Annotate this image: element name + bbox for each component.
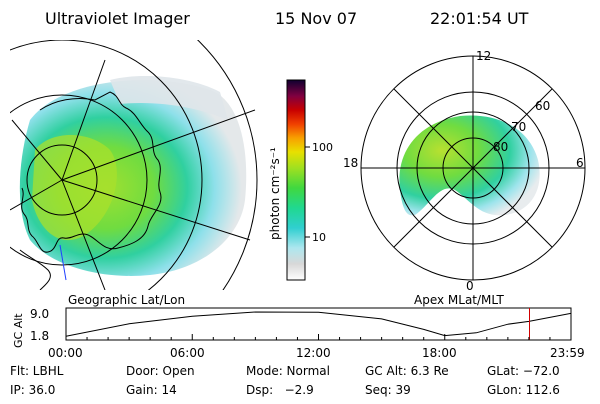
info-filter: Flt: LBHL: [10, 364, 64, 378]
altitude-plot: GC Alt 9.0 1.8 00:00 06:00 12:00 18:00 2…: [12, 307, 585, 360]
mlt-label-12: 12: [476, 49, 491, 63]
xtick-label-2359: 23:59: [550, 346, 585, 360]
info-ip: IP: 36.0: [10, 383, 55, 397]
info-mode: Mode: Normal: [246, 364, 330, 378]
info-gain: Gain: 14: [126, 383, 177, 397]
altitude-ylabel: GC Alt: [12, 313, 25, 348]
antarctica-coastline: [21, 91, 162, 253]
mlat-label-80: 80: [493, 140, 508, 154]
colorbar: 100 10 photon cm⁻²s⁻¹: [268, 79, 333, 281]
altitude-ytick-max: 9.0: [30, 307, 49, 321]
xtick-label-12: 12:00: [296, 346, 331, 360]
mlat-label-60: 60: [535, 99, 550, 113]
date-label: 15 Nov 07: [275, 9, 357, 28]
time-label: 22:01:54 UT: [430, 9, 529, 28]
mlt-label-6: 6: [576, 156, 584, 170]
geographic-map: [10, 40, 258, 290]
info-gc-alt: GC Alt: 6.3 Re: [365, 364, 449, 378]
mlt-label-0: 0: [466, 279, 474, 293]
xtick-label-18: 18:00: [422, 346, 457, 360]
altitude-xticks: [65, 334, 572, 340]
geographic-caption: Geographic Lat/Lon: [68, 293, 185, 307]
colorbar-tick-100: 100: [312, 141, 333, 154]
colorbar-unit-label: photon cm⁻²s⁻¹: [268, 147, 282, 240]
instrument-title: Ultraviolet Imager: [45, 9, 190, 28]
info-glon: GLon: 112.6: [487, 383, 560, 397]
xtick-label-00: 00:00: [48, 346, 83, 360]
altitude-ytick-min: 1.8: [30, 329, 49, 343]
polar-caption: Apex MLat/MLT: [414, 293, 504, 307]
altitude-series-line: [65, 311, 571, 337]
info-dsp: Dsp: −2.9: [246, 383, 314, 397]
aurora-speckle: [110, 76, 228, 120]
info-glat: GLat: −72.0: [487, 364, 560, 378]
xtick-label-06: 06:00: [170, 346, 205, 360]
colorbar-tick-10: 10: [312, 231, 326, 244]
info-seq: Seq: 39: [365, 383, 411, 397]
polar-map: 12 18 6 0 60 70 80: [343, 49, 586, 293]
mlt-label-18: 18: [343, 156, 358, 170]
aurora-emission-polar: [399, 115, 540, 216]
mlat-label-70: 70: [511, 120, 526, 134]
instrument-info: Flt: LBHL Door: Open Mode: Normal GC Alt…: [10, 364, 560, 397]
info-door: Door: Open: [126, 364, 195, 378]
